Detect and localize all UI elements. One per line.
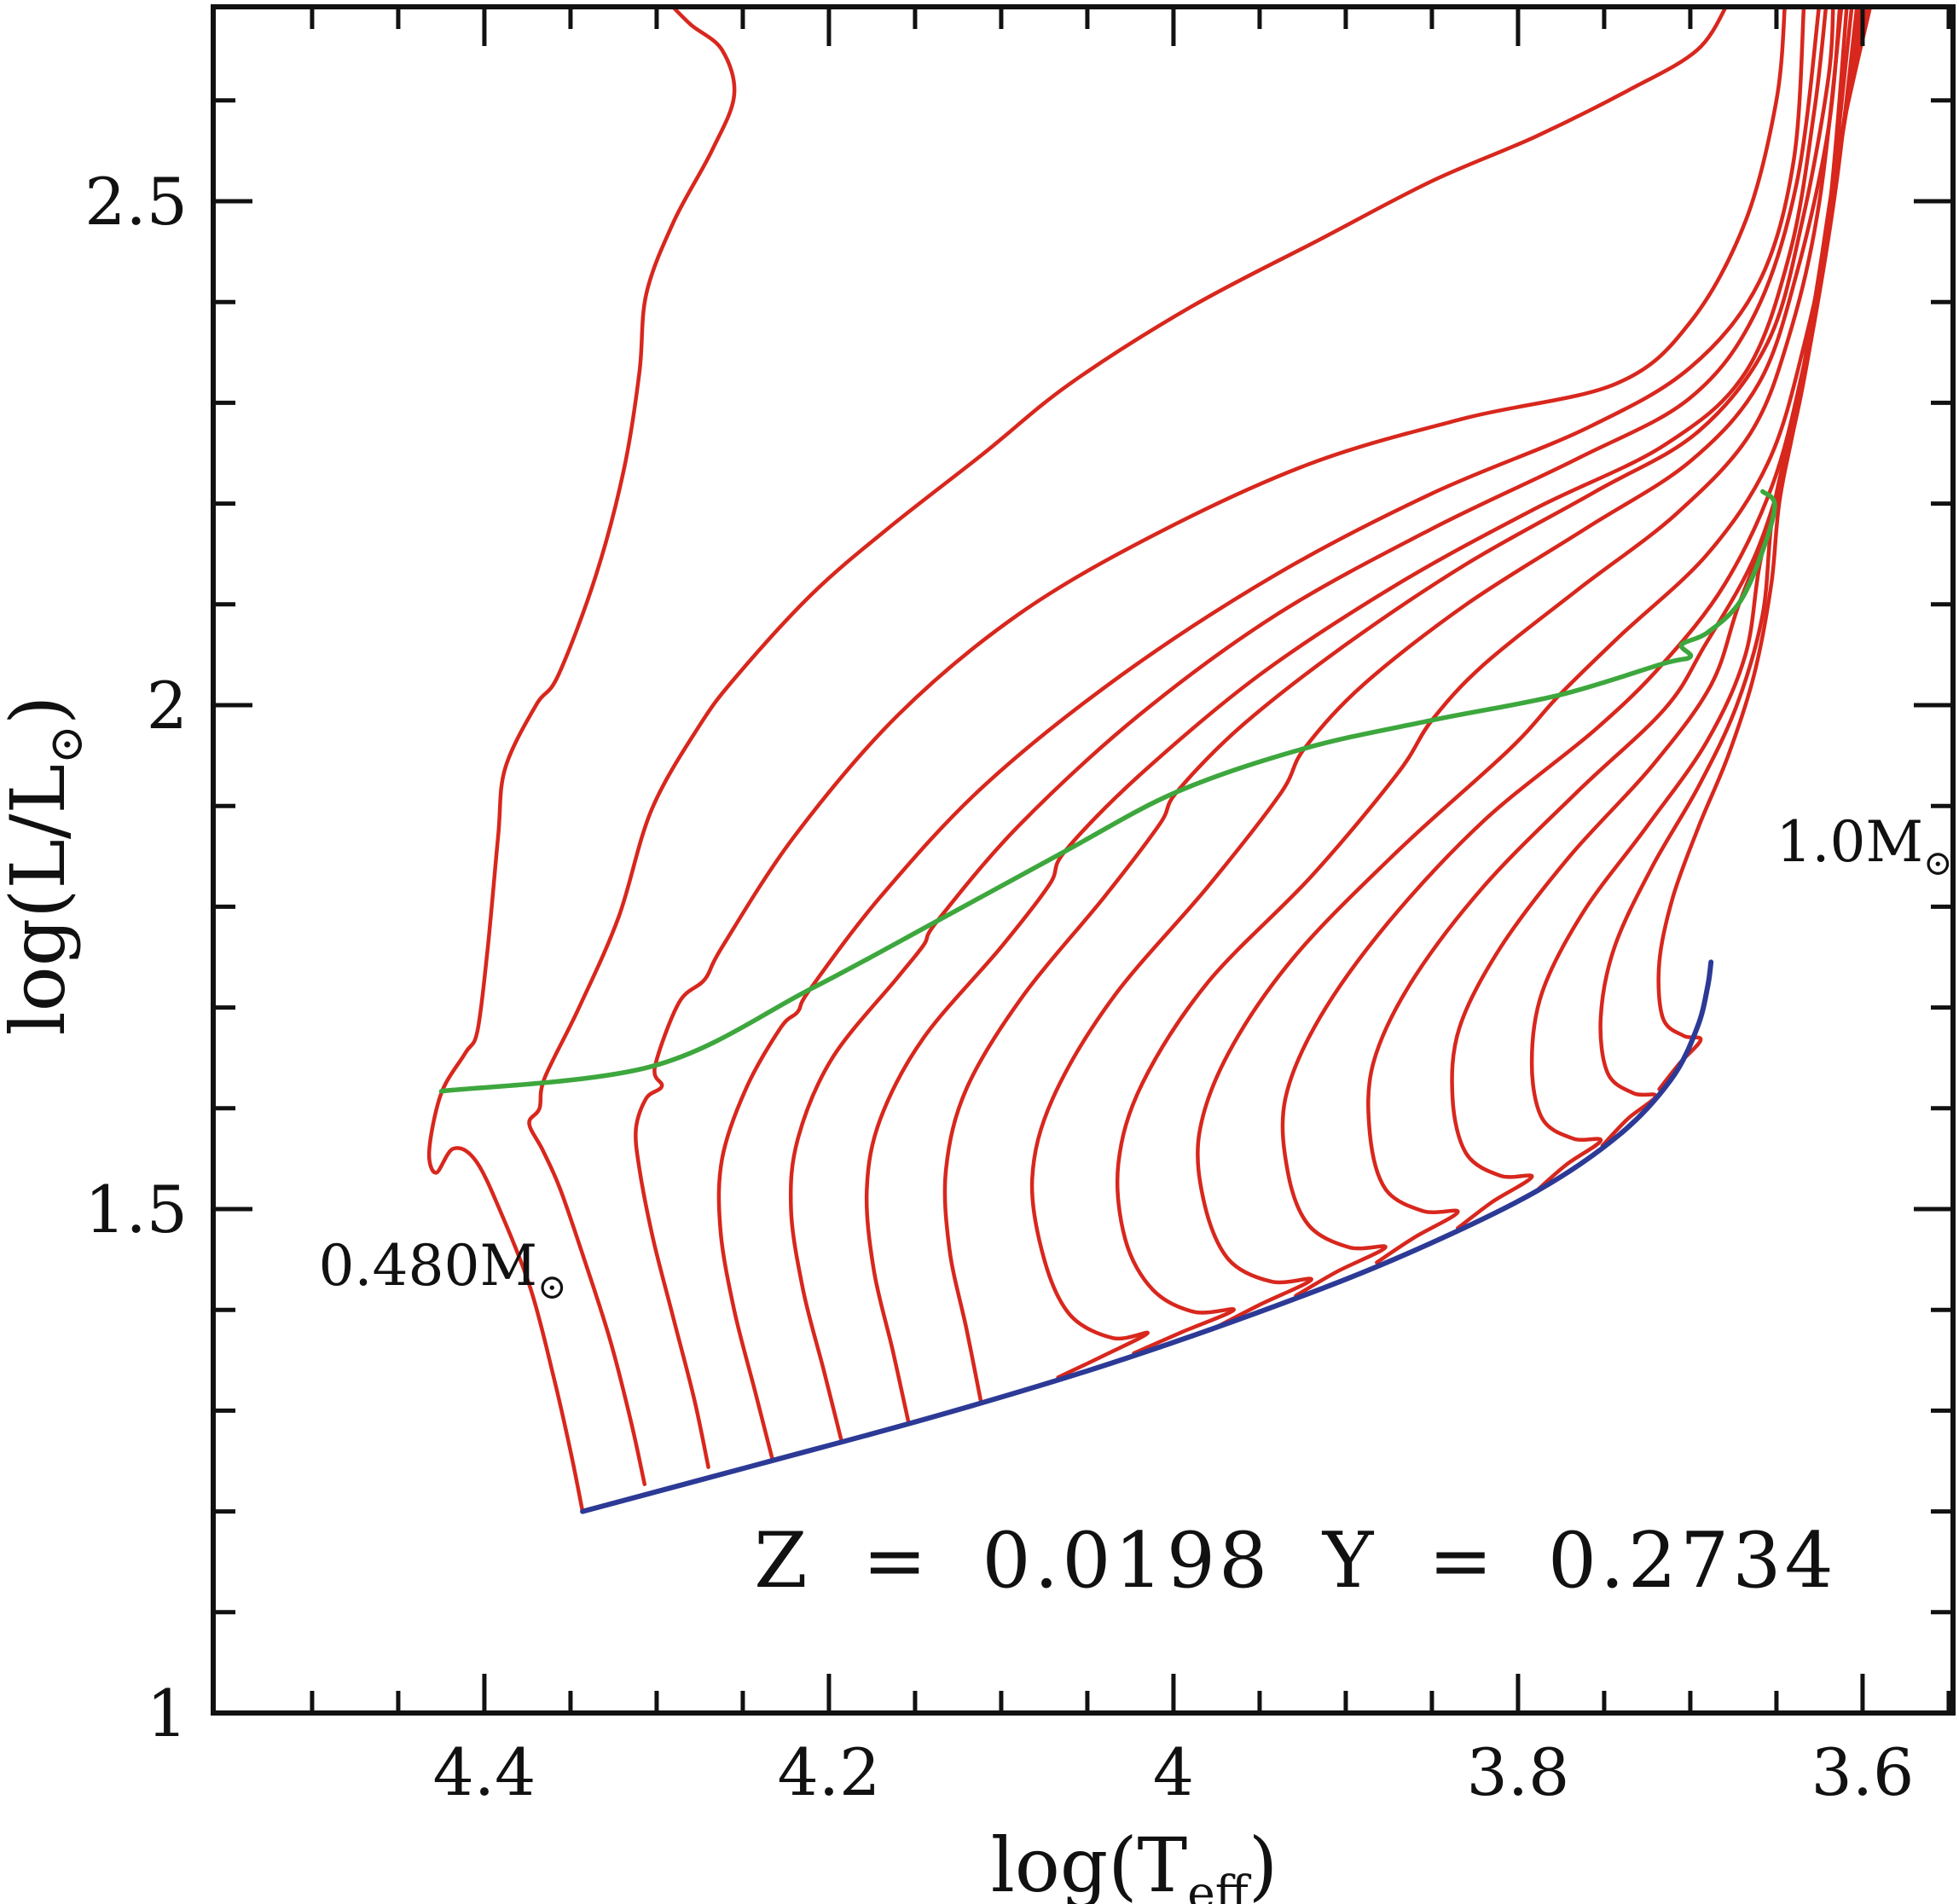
- x-tick-label: 4: [1153, 1734, 1194, 1810]
- y-tick-label: 1.5: [84, 1172, 188, 1247]
- x-tick-label: 3.6: [1811, 1734, 1915, 1810]
- track-07-line: [942, 7, 1835, 1402]
- x-tick-label: 4.4: [433, 1734, 536, 1810]
- track-01-line: [426, 7, 737, 1513]
- x-axis-title: log(Teff): [991, 1821, 1278, 1904]
- x-tick-label: 3.8: [1467, 1734, 1570, 1810]
- mass-label-0480: 0.480M⊙: [319, 1233, 567, 1307]
- y-tick-label: 2: [147, 668, 188, 744]
- y-tick-label: 1: [147, 1675, 188, 1751]
- track-05-line: [788, 7, 1822, 1441]
- y-tick-label: 2.5: [84, 164, 188, 240]
- track-08-line: [1029, 7, 1842, 1380]
- red-evolutionary-tracks: [426, 7, 1873, 1513]
- track-02-line: [527, 7, 1729, 1486]
- composition-label: Z = 0.0198 Y = 0.2734: [754, 1516, 1837, 1606]
- helium-exhaustion-green-line: [438, 489, 1777, 1094]
- plot-frame: [211, 4, 1956, 1716]
- axes-frame-and-ticks: [211, 4, 1956, 1716]
- mass-label-10: 1.0M⊙: [1776, 809, 1953, 883]
- track-09-line: [1115, 7, 1844, 1356]
- track-03-line: [634, 7, 1787, 1469]
- zahb-blue-line: [580, 959, 1714, 1514]
- track-10-line: [1196, 7, 1849, 1330]
- track-06-line: [864, 7, 1829, 1423]
- x-tick-label: 4.2: [778, 1734, 881, 1810]
- he-exhaustion-line: [438, 489, 1777, 1094]
- tick-labels: 4.4 4.2 4 3.8 3.6 2.5 2 1.5 1: [84, 164, 1914, 1810]
- track-04-line: [716, 7, 1806, 1461]
- y-axis-title: log(L/L⊙): [0, 696, 93, 1036]
- zahb-line: [580, 959, 1714, 1514]
- track-16-line: [1656, 7, 1873, 1091]
